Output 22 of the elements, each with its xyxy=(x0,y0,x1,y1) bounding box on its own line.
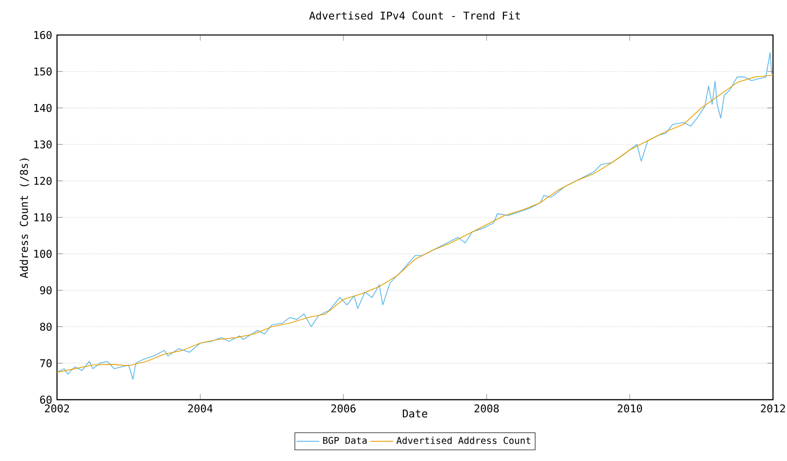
y-tick-label: 100 xyxy=(34,250,52,258)
y-tick-label: 160 xyxy=(34,30,52,40)
x-tick-label: 2004 xyxy=(188,404,213,412)
y-tick-label: 140 xyxy=(34,104,52,112)
y-tick-label: 90 xyxy=(40,286,52,294)
y-tick-label: 130 xyxy=(34,140,52,148)
x-axis-title: Date xyxy=(402,410,428,418)
x-tick-label: 2006 xyxy=(331,404,356,412)
y-tick-label: 60 xyxy=(40,396,52,404)
x-tick-label: 2012 xyxy=(760,404,785,412)
x-tick-label: 2010 xyxy=(618,404,642,412)
y-tick-label: 120 xyxy=(34,176,52,185)
legend-label: Advertised Address Count xyxy=(396,436,530,444)
legend-label: BGP Data xyxy=(323,436,367,444)
chart-title: Advertised IPv4 Count - Trend Fit xyxy=(309,11,520,20)
y-axis-title: Address Count (/8s) xyxy=(20,158,30,278)
y-tick-label: 110 xyxy=(34,213,52,222)
x-tick-label: 2008 xyxy=(474,404,499,412)
x-tick-label: 2002 xyxy=(44,404,69,412)
y-tick-label: 70 xyxy=(40,359,52,368)
y-tick-label: 150 xyxy=(34,67,52,76)
y-tick-label: 80 xyxy=(40,322,52,331)
